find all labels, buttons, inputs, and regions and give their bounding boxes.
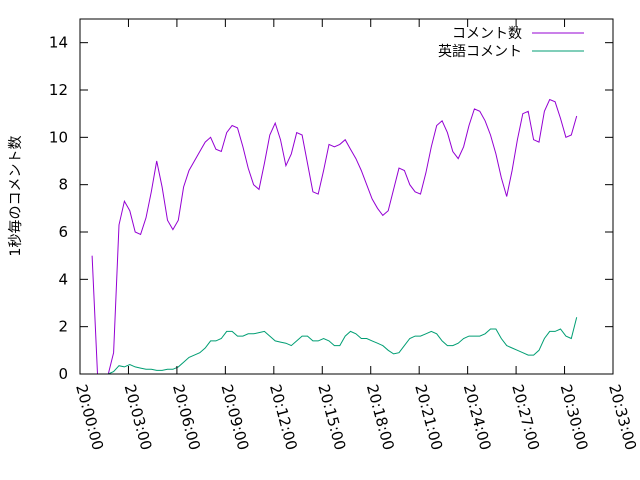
legend-label: 英語コメント <box>438 43 522 60</box>
y-tick-label: 8 <box>58 176 68 194</box>
y-tick-label: 14 <box>49 34 68 52</box>
y-tick-label: 0 <box>58 365 68 383</box>
y-tick-label: 4 <box>58 270 68 288</box>
series-line-1 <box>91 98 578 375</box>
y-tick-label: 12 <box>49 81 68 99</box>
plot-frame <box>79 18 614 375</box>
legend-label: コメント数 <box>452 26 522 42</box>
y-axis-title: 1秒毎のコメント数 <box>8 136 24 257</box>
y-tick-label: 2 <box>58 318 68 336</box>
series-line-2 <box>92 317 578 375</box>
plot-lines <box>91 98 578 375</box>
y-tick-label: 10 <box>49 128 68 146</box>
y-tick-label: 6 <box>58 223 68 241</box>
y-axis: 0 2 4 6 8 10 12 14 <box>49 34 613 383</box>
